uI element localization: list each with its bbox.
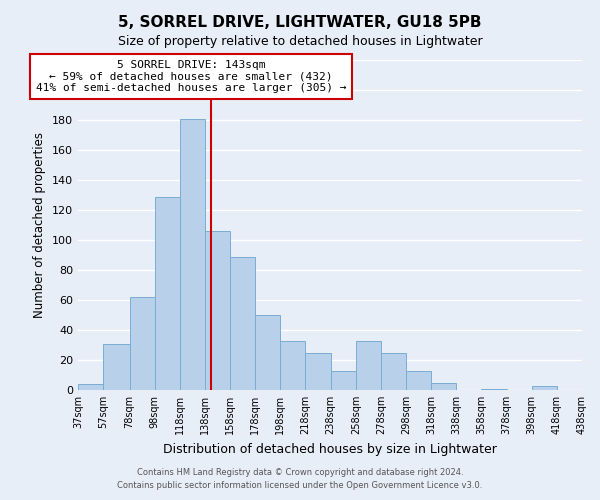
X-axis label: Distribution of detached houses by size in Lightwater: Distribution of detached houses by size …	[163, 442, 497, 456]
Bar	[381, 352, 406, 390]
Bar	[305, 352, 331, 390]
Bar	[180, 118, 205, 390]
Text: Size of property relative to detached houses in Lightwater: Size of property relative to detached ho…	[118, 35, 482, 48]
Text: 5, SORREL DRIVE, LIGHTWATER, GU18 5PB: 5, SORREL DRIVE, LIGHTWATER, GU18 5PB	[118, 15, 482, 30]
Text: 5 SORREL DRIVE: 143sqm
← 59% of detached houses are smaller (432)
41% of semi-de: 5 SORREL DRIVE: 143sqm ← 59% of detached…	[36, 60, 346, 93]
Bar	[255, 315, 280, 390]
Bar	[103, 344, 130, 390]
Bar	[155, 196, 180, 390]
Bar	[431, 382, 457, 390]
Bar	[130, 297, 155, 390]
Bar	[280, 340, 305, 390]
Bar	[406, 370, 431, 390]
Y-axis label: Number of detached properties: Number of detached properties	[34, 132, 46, 318]
Bar	[205, 231, 230, 390]
Bar	[331, 370, 356, 390]
Bar	[356, 340, 381, 390]
Bar	[230, 256, 255, 390]
Bar	[532, 386, 557, 390]
Text: Contains HM Land Registry data © Crown copyright and database right 2024.
Contai: Contains HM Land Registry data © Crown c…	[118, 468, 482, 489]
Bar	[78, 384, 103, 390]
Bar	[481, 388, 506, 390]
